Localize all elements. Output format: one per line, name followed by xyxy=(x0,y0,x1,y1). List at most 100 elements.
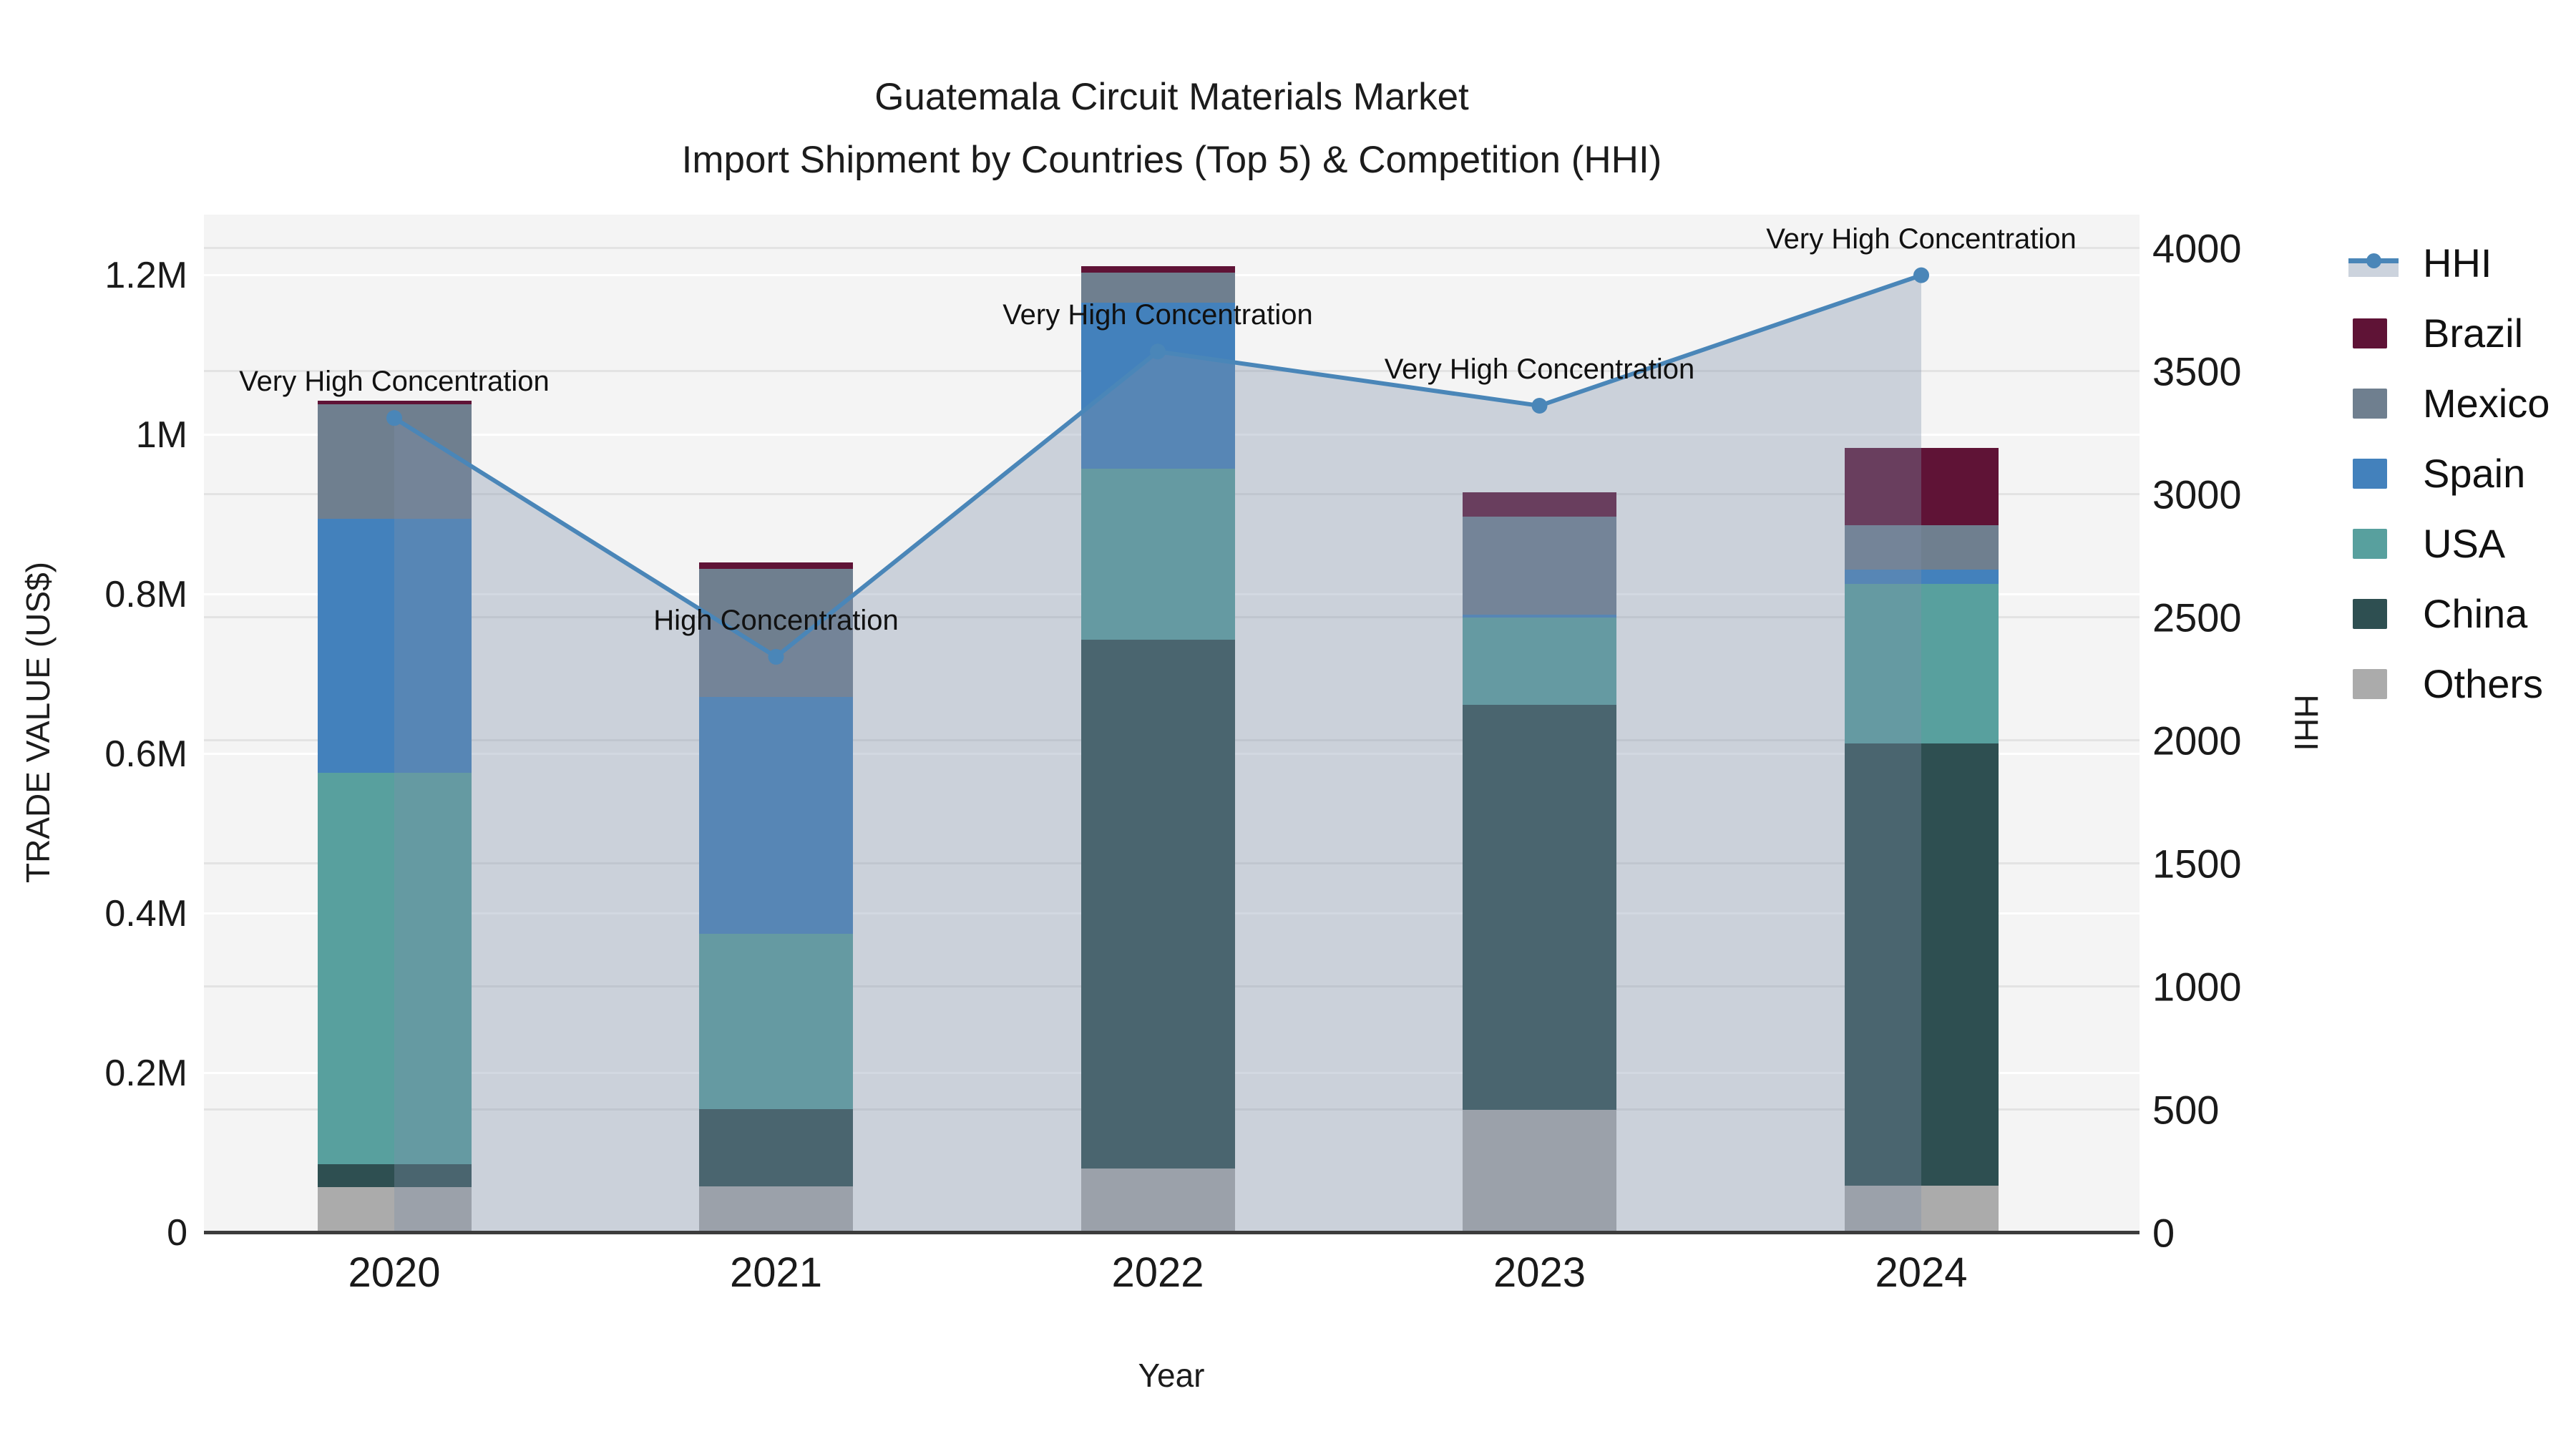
hhi-line-icon xyxy=(2348,243,2399,283)
y-axis-right-title: HHI xyxy=(2288,694,2325,751)
x-tick-2024: 2024 xyxy=(1875,1249,1968,1296)
x-axis-line xyxy=(204,1231,2140,1234)
x-tick-2020: 2020 xyxy=(348,1249,441,1296)
bar-2024-others xyxy=(1844,1186,1999,1233)
y-right-tick-0: 0 xyxy=(2152,1210,2175,1256)
y-left-tick-0: 0 xyxy=(167,1212,187,1254)
annotation-2024: Very High Concentration xyxy=(1766,223,2077,255)
legend-label-mexico: Mexico xyxy=(2423,380,2550,426)
legend-label-spain: Spain xyxy=(2423,450,2526,496)
bar-2022-china xyxy=(1080,640,1235,1169)
y-right-tick-500: 500 xyxy=(2152,1087,2220,1133)
y-right-tick-3000: 3000 xyxy=(2152,472,2242,517)
legend-item-spain[interactable]: Spain xyxy=(2348,438,2550,508)
y-left-tick-0.4M: 0.4M xyxy=(104,892,187,935)
legend: HHI Brazil Mexico Spain USA China Others xyxy=(2348,228,2550,718)
legend-item-brazil[interactable]: Brazil xyxy=(2348,298,2550,368)
hhi-marker-2023 xyxy=(1531,397,1548,414)
bar-2023-mexico xyxy=(1463,516,1616,615)
gridline-hhi-4000 xyxy=(204,247,2140,250)
y-right-tick-3500: 3500 xyxy=(2152,348,2242,394)
y-left-tick-1M: 1M xyxy=(135,414,187,456)
color-swatch-icon xyxy=(2348,453,2399,493)
bar-2022-others xyxy=(1080,1168,1235,1233)
hhi-overlay xyxy=(386,267,1929,1233)
bar-2021-others xyxy=(699,1186,853,1233)
legend-item-usa[interactable]: USA xyxy=(2348,508,2550,578)
bar-2022-mexico xyxy=(1080,273,1235,303)
bar-2024-spain xyxy=(1844,570,1999,585)
bar-2021-spain xyxy=(699,696,853,934)
hhi-marker-2024 xyxy=(1913,267,1929,283)
bar-2024-china xyxy=(1844,743,1999,1186)
x-tick-2022: 2022 xyxy=(1111,1249,1204,1296)
bar-2022-usa xyxy=(1080,468,1235,640)
swatch-others xyxy=(2353,669,2387,699)
y-right-tick-4000: 4000 xyxy=(2152,225,2242,271)
color-swatch-icon xyxy=(2348,383,2399,423)
bar-2024-mexico xyxy=(1844,525,1999,570)
hhi-marker-2022 xyxy=(1150,343,1166,360)
bar-2022-spain xyxy=(1080,302,1235,469)
hhi-fill-area xyxy=(394,275,1921,1233)
y-right-tick-2000: 2000 xyxy=(2152,718,2242,763)
y-axis-left-title: TRADE VALUE (US$) xyxy=(19,562,57,884)
annotation-2023: Very High Concentration xyxy=(1384,353,1695,385)
color-swatch-icon xyxy=(2348,663,2399,703)
hhi-marker-2020 xyxy=(386,410,402,426)
color-swatch-icon xyxy=(2348,313,2399,353)
bar-2024-usa xyxy=(1844,584,1999,744)
x-axis-title: Year xyxy=(1138,1357,1205,1394)
bar-2020-usa xyxy=(317,772,472,1165)
chart-title: Guatemala Circuit Materials Market xyxy=(874,76,1469,118)
chart-title-block: Guatemala Circuit Materials Market Impor… xyxy=(204,66,2140,192)
bar-2021-brazil xyxy=(699,562,853,570)
hhi-marker-2021 xyxy=(768,648,784,665)
bar-2023-usa xyxy=(1463,618,1616,705)
color-swatch-icon xyxy=(2348,593,2399,633)
swatch-mexico xyxy=(2353,389,2387,419)
legend-label-usa: USA xyxy=(2423,520,2506,566)
y-right-tick-2500: 2500 xyxy=(2152,595,2242,640)
annotation-2022: Very High Concentration xyxy=(1002,299,1313,331)
swatch-spain xyxy=(2353,459,2387,489)
legend-item-hhi[interactable]: HHI xyxy=(2348,228,2550,298)
bar-2022-brazil xyxy=(1080,266,1235,273)
bar-2021-mexico xyxy=(699,569,853,697)
x-tick-2023: 2023 xyxy=(1493,1249,1586,1296)
swatch-usa xyxy=(2353,529,2387,559)
y-left-tick-0.6M: 0.6M xyxy=(104,733,187,775)
hhi-marker-swatch xyxy=(2366,253,2381,268)
x-tick-2021: 2021 xyxy=(729,1249,823,1296)
y-right-tick-1500: 1500 xyxy=(2152,841,2242,887)
bar-2021-usa xyxy=(699,933,853,1110)
legend-label-others: Others xyxy=(2423,660,2544,706)
y-right-tick-1000: 1000 xyxy=(2152,964,2242,1010)
bar-2024-brazil xyxy=(1844,447,1999,525)
legend-item-china[interactable]: China xyxy=(2348,578,2550,648)
bar-2023-spain xyxy=(1463,614,1616,618)
legend-item-others[interactable]: Others xyxy=(2348,648,2550,718)
annotation-2020: Very High Concentration xyxy=(239,366,550,398)
color-swatch-icon xyxy=(2348,523,2399,563)
bar-2021-china xyxy=(699,1109,853,1187)
legend-item-mexico[interactable]: Mexico xyxy=(2348,368,2550,438)
bar-2020-spain xyxy=(317,518,472,773)
annotation-2021: High Concentration xyxy=(653,604,899,636)
bar-2023-china xyxy=(1463,704,1616,1111)
hhi-fill-swatch xyxy=(2348,261,2399,277)
swatch-brazil xyxy=(2353,318,2387,348)
bar-2020-brazil xyxy=(317,400,472,405)
bar-2023-brazil xyxy=(1463,492,1616,517)
legend-label-brazil: Brazil xyxy=(2423,310,2524,356)
y-left-tick-0.2M: 0.2M xyxy=(104,1052,187,1094)
y-left-tick-1.2M: 1.2M xyxy=(104,254,187,296)
plot-area: Very High Concentration High Concentratio… xyxy=(204,215,2140,1234)
legend-label-china: China xyxy=(2423,590,2528,636)
y-left-tick-0.8M: 0.8M xyxy=(104,573,187,615)
chart-subtitle: Import Shipment by Countries (Top 5) & C… xyxy=(681,139,1662,181)
legend-label-hhi: HHI xyxy=(2423,240,2492,286)
bar-2020-others xyxy=(317,1187,472,1233)
bar-2023-others xyxy=(1463,1110,1616,1233)
bar-2020-china xyxy=(317,1164,472,1188)
